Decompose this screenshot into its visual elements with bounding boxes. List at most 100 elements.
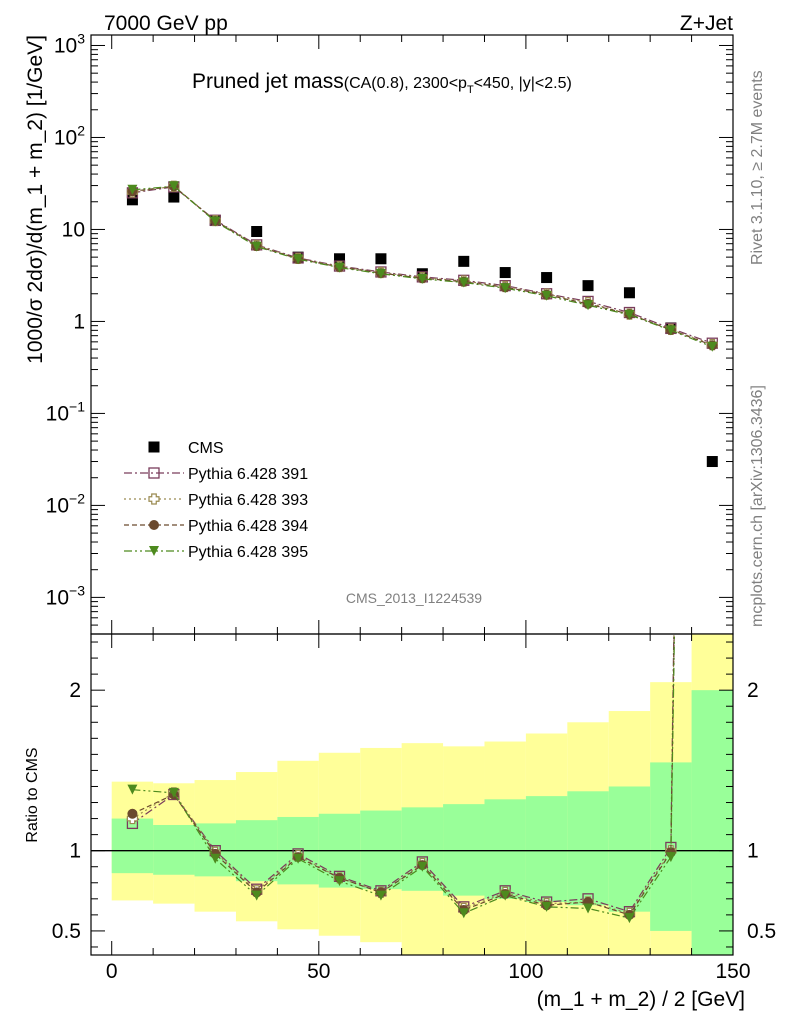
inner-band-bin [401, 807, 444, 891]
marker-square [541, 272, 553, 284]
marker-triangle [210, 216, 221, 227]
marker-triangle [417, 273, 428, 284]
marker-triangle [168, 181, 179, 192]
main-series [126, 180, 718, 468]
ratio-panel: 0.5 0.5 1 1 2 2 0 50 100 150 [52, 633, 776, 983]
marker-square [251, 226, 263, 238]
uncertainty-bands [111, 634, 733, 955]
inner-band-bin [153, 824, 195, 875]
marker-square [334, 253, 346, 265]
ratio-y-axis-label: Ratio to CMS [24, 747, 41, 842]
marker-triangle [458, 908, 469, 919]
series-4 [127, 181, 718, 352]
marker-square [458, 255, 470, 267]
legend-label: Pythia 6.428 395 [188, 544, 308, 561]
legend-entry: CMS [148, 440, 224, 457]
plot-title-sub-tail: <450, |y|<2.5) [474, 75, 572, 92]
x-axis-label: (m_1 + m_2) / 2 [GeV] [537, 988, 745, 1011]
plot-title-sub: (CA(0.8), 2300<p [344, 75, 467, 92]
marker-triangle [458, 277, 469, 288]
marker-triangle [293, 853, 304, 864]
y-tick-label: 10−3 [46, 582, 86, 609]
marker-triangle [417, 861, 428, 872]
series-0 [126, 191, 718, 468]
legend-label: Pythia 6.428 394 [188, 518, 308, 535]
series-line [132, 185, 713, 346]
y-tick-label: 1 [73, 310, 85, 333]
marker-triangle [665, 325, 676, 336]
marker-triangle [541, 901, 552, 912]
header-left: 7000 GeV pp [104, 12, 228, 35]
y-tick-label: 103 [54, 30, 85, 57]
marker-cross [148, 493, 160, 505]
x-tick-label: 50 [307, 960, 330, 983]
marker-triangle [375, 890, 386, 901]
inner-band-bin [484, 799, 526, 899]
legend-label: Pythia 6.428 393 [188, 492, 308, 509]
marker-triangle [149, 546, 159, 556]
inner-band-bin [525, 796, 568, 903]
marker-triangle [624, 309, 635, 320]
marker-triangle [541, 290, 552, 301]
series-3 [127, 181, 718, 351]
ratio-y-tick-label-right: 2 [747, 679, 759, 702]
marker-triangle [583, 300, 594, 311]
marker-circle [127, 808, 138, 819]
marker-triangle [251, 241, 262, 252]
marker-triangle [168, 787, 179, 798]
ratio-y-tick-label-left: 2 [69, 679, 81, 702]
plot-title-sub-subscript: T [467, 84, 474, 96]
rivet-version-text: Rivet 3.1.10, ≥ 2.7M events [749, 70, 766, 265]
inner-band-bin [691, 690, 733, 955]
legend-entry: Pythia 6.428 393 [124, 492, 308, 509]
ratio-y-tick-label-right: 1 [747, 840, 759, 863]
x-tick-label: 100 [508, 960, 543, 983]
marker-square [582, 280, 594, 292]
series-line [132, 186, 713, 344]
marker-triangle [500, 890, 511, 901]
marker-square [168, 191, 180, 203]
marker-triangle [127, 184, 138, 195]
series-line [132, 185, 713, 348]
marker-circle [149, 520, 159, 530]
marker-triangle [500, 283, 511, 294]
marker-triangle [251, 890, 262, 901]
main-y-axis-label: 1000/σ 2dσ)/d(m_1 + m_2) [1/GeV] [24, 35, 47, 364]
plot-title-main: Pruned jet mass [192, 70, 344, 93]
marker-square [706, 456, 718, 468]
marker-square [375, 253, 387, 265]
ratio-series-3 [127, 634, 676, 924]
ratio-y-tick-label-left: 0.5 [52, 920, 81, 943]
series-line [132, 185, 713, 346]
marker-triangle [583, 903, 594, 914]
y-tick-label: 10 [62, 218, 85, 241]
marker-triangle [293, 254, 304, 265]
series-1 [126, 181, 718, 349]
marker-triangle [127, 784, 138, 795]
marker-triangle [334, 262, 345, 273]
marker-square [623, 287, 635, 299]
legend: CMS Pythia 6.428 391 Pythia 6.428 393 Pythi… [124, 440, 308, 561]
marker-triangle [210, 853, 221, 864]
series-2 [126, 180, 718, 351]
marker-square [126, 194, 138, 206]
ratio-series [126, 634, 677, 924]
plot-title: Pruned jet mass(CA(0.8), 2300<pT<450, |y… [192, 70, 572, 96]
ratio-line [132, 634, 676, 919]
legend-label: Pythia 6.428 391 [188, 466, 308, 483]
marker-triangle [375, 268, 386, 279]
marker-square [148, 441, 160, 453]
marker-triangle [624, 913, 635, 924]
y-tick-label: 102 [54, 122, 85, 149]
legend-entry: Pythia 6.428 391 [124, 466, 308, 483]
marker-triangle [334, 876, 345, 887]
ratio-y-tick-label-left: 1 [69, 840, 81, 863]
ratio-frame [90, 633, 734, 956]
marker-triangle [665, 852, 676, 863]
legend-label: CMS [188, 440, 224, 457]
mcplots-text: mcplots.cern.ch [arXiv:1306.3436] [749, 385, 766, 627]
inner-band-bin [360, 810, 402, 890]
header-right: Z+Jet [680, 12, 733, 35]
